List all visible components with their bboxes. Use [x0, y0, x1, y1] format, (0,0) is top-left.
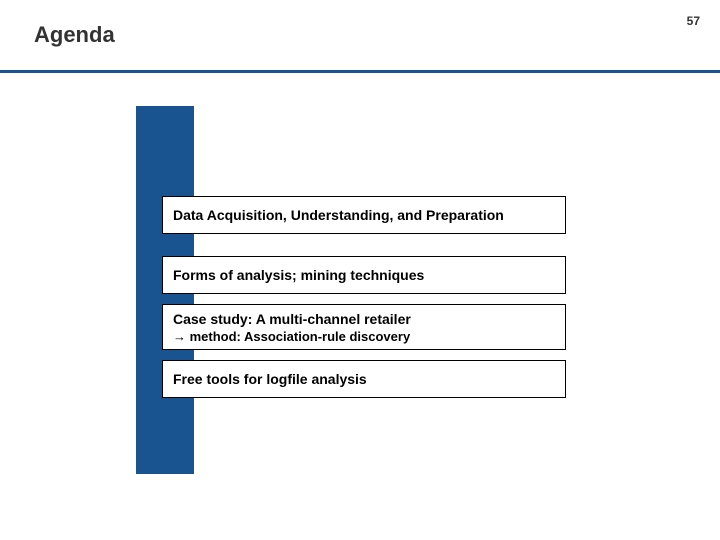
title-divider — [0, 70, 720, 73]
agenda-item-text: Data Acquisition, Understanding, and Pre… — [173, 207, 565, 223]
agenda-item-subtext: → method: Association-rule discovery — [173, 329, 565, 344]
page-title: Agenda — [34, 22, 115, 48]
agenda-item-1: Forms of analysis; mining techniques — [162, 256, 566, 294]
agenda-item-0: Data Acquisition, Understanding, and Pre… — [162, 196, 566, 234]
agenda-item-text: Case study: A multi-channel retailer — [173, 311, 565, 327]
agenda-item-3: Free tools for logfile analysis — [162, 360, 566, 398]
page-number: 57 — [687, 14, 700, 28]
agenda-item-text: Free tools for logfile analysis — [173, 371, 565, 387]
agenda-item-text: Forms of analysis; mining techniques — [173, 267, 565, 283]
agenda-item-2: Case study: A multi-channel retailer → m… — [162, 304, 566, 350]
